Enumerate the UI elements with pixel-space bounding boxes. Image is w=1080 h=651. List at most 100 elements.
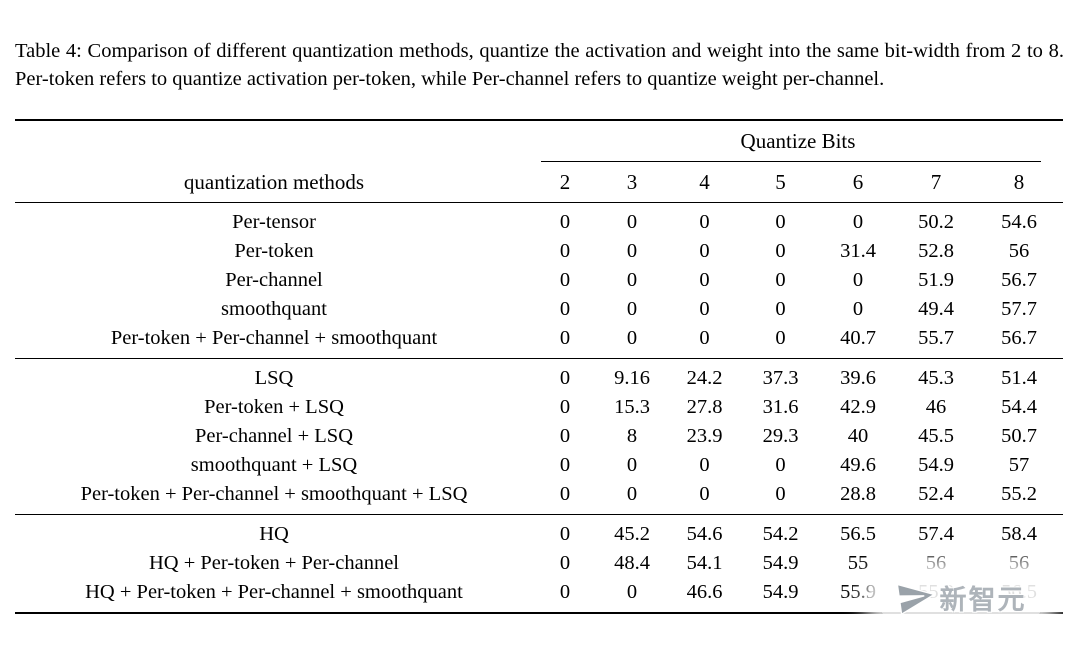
value-cell: 55.7 [918,327,954,349]
value-cell: 56 [925,552,947,574]
method-cell: Per-channel [225,269,323,291]
top-rule [15,119,1063,121]
value-cell: 0 [775,298,786,320]
value-cell: 54.4 [1001,396,1037,418]
value-cell: 0 [775,483,786,505]
value-cell: 56 [1008,552,1030,574]
value-cell: 8 [626,425,638,447]
value-cell: 54.9 [762,552,799,574]
value-cell: 56.5 [840,523,876,545]
method-cell: Per-token + LSQ [204,396,344,418]
header-row: quantization methods 2 3 4 5 6 7 8 [15,162,1063,202]
table-row: Per-channel 0 0 0 0 0 51.9 56.7 [15,266,1063,295]
value-cell: 0 [559,269,571,291]
table-caption: Table 4: Comparison of different quantiz… [15,39,1064,91]
table-row: Per-token + Per-channel + smoothquant + … [15,480,1063,509]
value-cell: 55.2 [1001,483,1037,505]
value-cell: 0 [559,396,571,418]
value-cell: 27.8 [686,396,723,418]
value-cell: 0 [699,298,710,320]
value-cell: 31.4 [840,240,876,262]
value-cell: 0 [852,269,864,291]
value-cell: 0 [559,523,571,545]
value-cell: 23.9 [686,425,723,447]
value-cell: 24.2 [686,367,723,389]
value-cell: 0 [699,483,710,505]
value-cell: 0 [559,298,571,320]
value-cell: 0 [626,483,638,505]
value-cell: 54.9 [918,454,954,476]
value-cell: 37.3 [762,367,799,389]
table-row: HQ + Per-token + Per-channel 0 48.4 54.1 54.… [15,549,1063,578]
bit-column-header: 7 [930,169,942,194]
value-cell: 0 [559,367,571,389]
value-cell: 29.3 [762,425,799,447]
value-cell: 54.6 [1001,211,1037,233]
value-cell: 57.7 [1001,298,1037,320]
value-cell: 0 [699,269,710,291]
header-rule [15,202,1063,203]
value-cell: 0 [559,425,571,447]
bit-column-header: 5 [775,169,786,194]
method-cell: LSQ [254,367,294,389]
value-cell: 55.9 [840,581,876,603]
bit-column-header: 4 [699,169,710,194]
group-divider-rule [15,358,1063,359]
quantize-bits-underline [541,161,1041,162]
value-cell: 42.9 [840,396,876,418]
table-group: LSQ 0 9.16 24.2 37.3 39.6 45.3 51.4 Per-token + … [15,359,1063,514]
value-cell: 40 [847,425,869,447]
paper-plane-icon [896,583,936,616]
value-cell: 0 [626,327,638,349]
value-cell: 56 [1008,240,1030,262]
value-cell: 0 [559,483,571,505]
methods-column-header: quantization methods [183,169,365,194]
value-cell: 0 [775,240,786,262]
value-cell: 45.3 [918,367,954,389]
value-cell: 9.16 [614,367,650,389]
value-cell: 56.7 [1001,327,1037,349]
method-cell: HQ + Per-token + Per-channel + smoothqua… [85,581,463,603]
table-body: Per-tensor 0 0 0 0 0 50.2 54.6 Per-token 0 0 0 0 31.4… [15,203,1063,612]
bit-column-header: 2 [559,169,571,194]
value-cell: 0 [559,211,571,233]
value-cell: 51.9 [918,269,954,291]
method-cell: HQ + Per-token + Per-channel [148,552,399,574]
value-cell: 50.7 [1001,425,1037,447]
value-cell: 46.6 [686,581,723,603]
value-cell: 52.4 [918,483,954,505]
table-row: smoothquant + LSQ 0 0 0 0 49.6 54.9 57 [15,451,1063,480]
value-cell: 15.3 [614,396,650,418]
method-cell: smoothquant + LSQ [190,454,358,476]
table-row: Per-token 0 0 0 0 31.4 52.8 56 [15,237,1063,266]
value-cell: 0 [699,327,710,349]
value-cell: 57.4 [918,523,954,545]
method-cell: Per-token + Per-channel + smoothquant + … [80,483,468,505]
method-cell: HQ [259,523,289,545]
table-group: HQ 0 45.2 54.6 54.2 56.5 57.4 58.4 HQ + Per-toke… [15,515,1063,612]
value-cell: 0 [626,240,638,262]
value-cell: 0 [626,269,638,291]
group-divider-rule [15,514,1063,515]
value-cell: 0 [626,581,638,603]
method-cell: smoothquant [221,298,327,320]
value-cell: 40.7 [840,327,876,349]
value-cell: 0 [852,211,864,233]
table-row: HQ 0 45.2 54.6 54.2 56.5 57.4 58.4 [15,520,1063,549]
value-cell: 50.2 [918,211,954,233]
value-cell: 28.8 [840,483,876,505]
value-cell: 57 [1008,454,1030,476]
value-cell: 0 [559,240,571,262]
table-row: LSQ 0 9.16 24.2 37.3 39.6 45.3 51.4 [15,364,1063,393]
table-row: Per-channel + LSQ 0 8 23.9 29.3 40 45.5 50.7 [15,422,1063,451]
method-cell: Per-channel + LSQ [194,425,354,447]
value-cell: 31.6 [762,396,799,418]
value-cell: 54.6 [686,523,723,545]
watermark-text: 新智元 [939,584,1027,615]
value-cell: 0 [775,454,786,476]
table-row: smoothquant 0 0 0 0 0 49.4 57.7 [15,295,1063,324]
quantize-bits-label: Quantize Bits [740,129,856,153]
quantize-bits-header: Quantize Bits [533,121,1063,162]
